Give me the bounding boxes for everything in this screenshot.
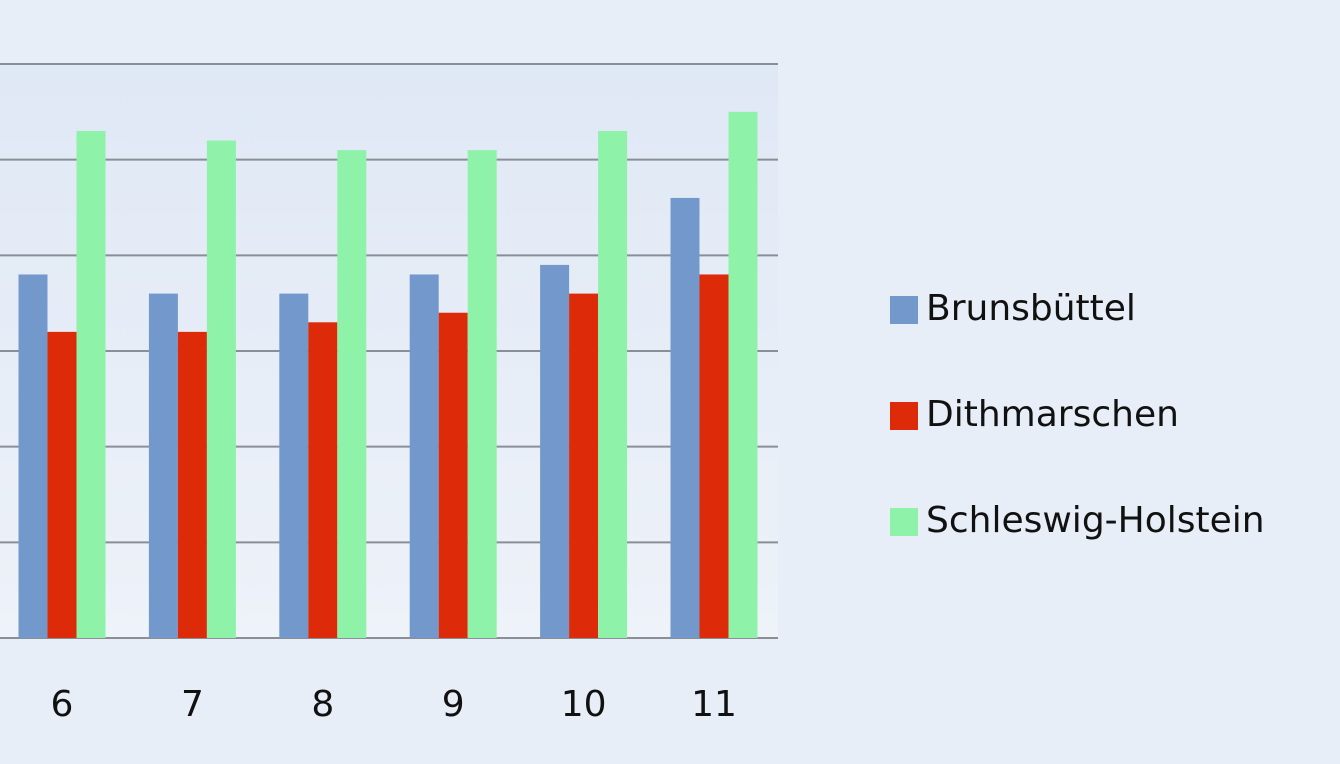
legend-label: Brunsbüttel — [926, 288, 1136, 329]
legend-label: Dithmarschen — [926, 394, 1179, 435]
bar — [148, 293, 178, 638]
legend-swatch — [890, 296, 918, 324]
x-tick-label: 9 — [442, 684, 465, 725]
bar — [279, 293, 309, 638]
legend-label: Schleswig-Holstein — [926, 500, 1265, 541]
bar — [438, 312, 468, 638]
bar — [177, 331, 207, 638]
legend-swatch — [890, 508, 918, 536]
bar — [337, 150, 367, 638]
bar — [206, 140, 236, 639]
bar — [728, 111, 758, 639]
legend-swatch — [890, 402, 918, 430]
x-tick-label: 10 — [561, 684, 607, 725]
bar — [540, 264, 570, 638]
x-tick-label: 8 — [311, 684, 334, 725]
x-tick-label: 11 — [691, 684, 737, 725]
bar — [670, 197, 700, 638]
bar — [308, 322, 338, 638]
bar — [699, 274, 729, 638]
bar — [569, 293, 599, 638]
bar — [47, 331, 77, 638]
bar — [18, 274, 48, 638]
x-tick-label: 7 — [181, 684, 204, 725]
bar — [598, 130, 628, 638]
bar — [467, 150, 497, 638]
x-tick-label: 6 — [51, 684, 74, 725]
bar — [409, 274, 439, 638]
bar — [76, 130, 106, 638]
